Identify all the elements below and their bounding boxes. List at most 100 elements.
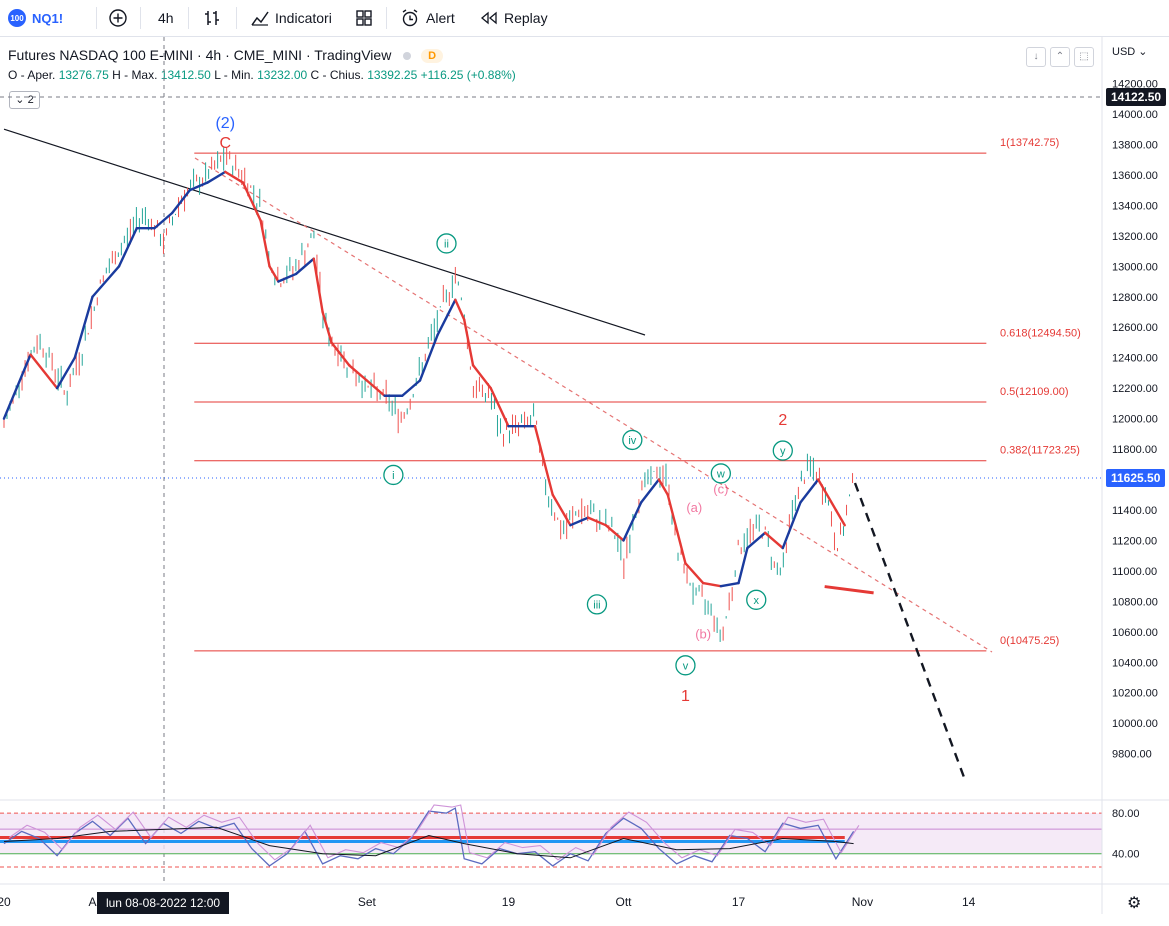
chart-legend-title[interactable]: Futures NASDAQ 100 E-MINI · 4h · CME_MIN… <box>8 47 444 64</box>
symbol-label: NQ1! <box>32 10 64 26</box>
price-tick-label: 11200.00 <box>1112 535 1157 547</box>
moving-average-segment <box>586 516 607 527</box>
moving-average-segment <box>551 493 572 527</box>
low-label: L - Min. <box>214 68 254 82</box>
chart-type-button[interactable] <box>202 0 222 36</box>
moving-average-segment <box>657 478 669 496</box>
moving-average-segment <box>91 265 121 298</box>
replay-label: Replay <box>504 10 548 26</box>
moving-average-segment <box>684 562 705 585</box>
wave-label-iii: iii <box>593 599 600 611</box>
time-tick-label: Set <box>358 895 377 909</box>
rsi-tick-label: 80.00 <box>1112 808 1140 820</box>
crosshair-date-tag: lun 08-08-2022 12:00 <box>97 892 229 914</box>
rsi-line <box>3 807 855 867</box>
indicators-button[interactable]: Indicatori <box>250 0 332 36</box>
high-label: H - Max. <box>112 68 158 82</box>
rsi-band <box>0 813 1102 854</box>
wave-label-ii: ii <box>444 238 449 250</box>
time-tick-label: Ott <box>615 895 632 909</box>
close-value: 13392.25 <box>367 68 418 82</box>
moving-average-segment <box>666 493 687 565</box>
moving-average-segment <box>330 341 351 367</box>
moving-average-segment <box>277 272 298 283</box>
gear-icon[interactable]: ⚙ <box>1127 895 1142 912</box>
compare-symbol-button[interactable] <box>108 0 128 36</box>
wave-label-w: w <box>716 468 725 480</box>
trendline-resistance <box>3 128 646 336</box>
moving-average-segment <box>701 581 723 588</box>
wave-label-circle <box>383 464 404 486</box>
alert-button[interactable]: Alert <box>400 0 455 36</box>
wave-label-(c): (c) <box>713 482 728 497</box>
collapse-pane-button[interactable]: ⌃ <box>1050 47 1070 67</box>
templates-button[interactable] <box>354 0 374 36</box>
last-price-tag: 11625.50 <box>1106 469 1166 487</box>
price-tick-label: 13600.00 <box>1112 170 1158 182</box>
moving-average-segment <box>454 298 466 321</box>
moving-average-segment <box>418 333 439 382</box>
fib-level-label: 0.382(11723.25) <box>1000 445 1080 457</box>
time-tick-label: A <box>88 895 96 909</box>
price-tick-label: 12400.00 <box>1112 353 1158 365</box>
symbol-search-button[interactable]: 100 NQ1! <box>8 0 63 36</box>
low-value: 13232.00 <box>257 68 308 82</box>
wave-label-circle <box>710 463 731 484</box>
chevron-down-icon: ⌄ <box>1138 46 1148 58</box>
wave-label-(b): (b) <box>695 626 711 641</box>
moving-average-segment <box>224 170 245 184</box>
price-tick-label: 13200.00 <box>1112 231 1158 243</box>
moving-average-segment <box>153 211 174 230</box>
moving-average-segment <box>763 531 784 550</box>
time-tick-label: 19 <box>502 895 516 909</box>
legend-collapse-button[interactable]: ⌄ 2 <box>9 91 40 109</box>
indicators-icon <box>251 11 269 26</box>
price-tick-label: 12600.00 <box>1112 322 1158 334</box>
time-tick-label: 14 <box>962 895 976 909</box>
currency-selector[interactable]: USD ⌄ <box>1112 45 1148 58</box>
rsi-tick-label: 40.00 <box>1112 849 1140 861</box>
interval-button[interactable]: 4h <box>158 10 174 26</box>
wave-label-iv: iv <box>628 435 636 447</box>
toolbar-divider <box>96 7 97 29</box>
moving-average-segment <box>746 531 767 550</box>
price-tick-label: 11800.00 <box>1112 444 1157 456</box>
wave-label-1: 1 <box>681 688 690 705</box>
price-tick-label: 12000.00 <box>1112 414 1158 426</box>
wave-label-(2): (2) <box>215 115 235 132</box>
wave-label-circle <box>675 655 696 676</box>
projection-line <box>853 482 967 781</box>
price-tick-label: 12200.00 <box>1112 383 1158 395</box>
price-tick-label: 10400.00 <box>1112 657 1158 669</box>
fib-level-label: 0.5(12109.00) <box>1000 386 1069 398</box>
rsi-secondary-line <box>8 804 860 861</box>
move-pane-down-button[interactable]: ↓ <box>1026 47 1046 67</box>
wave-label-circle <box>746 589 767 610</box>
open-label: O - Aper. <box>8 68 56 82</box>
moving-average-segment <box>436 298 457 337</box>
moving-average-segment <box>312 257 324 314</box>
trendline-channel <box>194 157 993 653</box>
alert-label: Alert <box>426 10 455 26</box>
moving-average-segment <box>188 181 209 192</box>
delayed-data-badge[interactable]: D <box>421 49 444 64</box>
price-tick-label: 13800.00 <box>1112 139 1158 151</box>
moving-average-segment <box>241 181 262 222</box>
top-toolbar: 100 NQ1! 4h Indicatori Alert Replay <box>0 0 1169 37</box>
moving-average-segment <box>268 265 280 283</box>
wave-label-(a): (a) <box>686 500 702 515</box>
toolbar-divider <box>140 7 141 29</box>
price-tick-label: 13400.00 <box>1112 200 1158 212</box>
price-tick-label: 10000.00 <box>1112 718 1158 730</box>
moving-average-segment <box>73 295 94 359</box>
indicators-label: Indicatori <box>275 10 332 26</box>
moving-average-segment <box>463 318 475 367</box>
maximize-pane-button[interactable]: ⬚ <box>1074 47 1094 67</box>
replay-button[interactable]: Replay <box>480 0 548 36</box>
moving-average-segment <box>489 386 510 428</box>
close-label: C - Chius. <box>310 68 364 82</box>
moving-average-segment <box>294 257 315 276</box>
moving-average-segment <box>401 379 422 397</box>
price-tick-label: 11000.00 <box>1112 566 1157 578</box>
